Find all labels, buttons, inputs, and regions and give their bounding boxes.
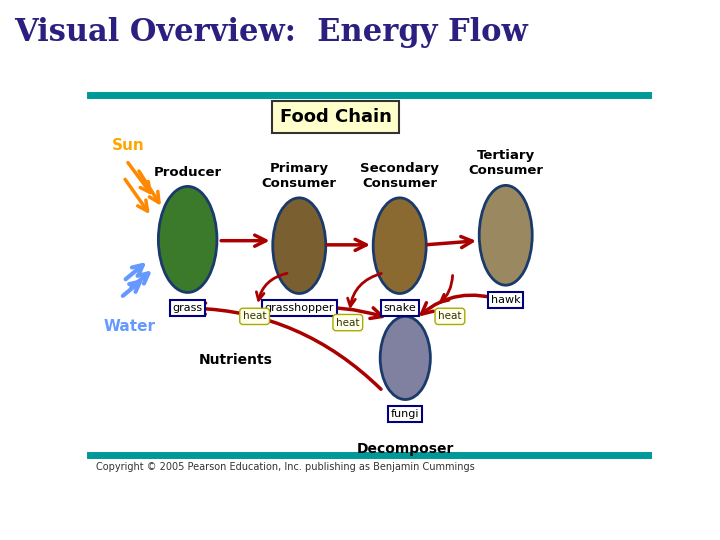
Text: grasshopper: grasshopper [264,303,334,313]
Text: heat: heat [243,312,266,321]
Ellipse shape [373,198,426,294]
Text: hawk: hawk [491,295,521,305]
Ellipse shape [158,186,217,293]
Text: Producer: Producer [153,166,222,179]
Ellipse shape [480,185,532,285]
Text: Tertiary
Consumer: Tertiary Consumer [468,149,543,177]
Text: Copyright © 2005 Pearson Education, Inc. publishing as Benjamin Cummings: Copyright © 2005 Pearson Education, Inc.… [96,462,474,472]
Text: Visual Overview:  Energy Flow: Visual Overview: Energy Flow [14,17,528,48]
Text: Primary
Consumer: Primary Consumer [262,161,337,190]
Text: Nutrients: Nutrients [199,353,273,367]
Text: fungi: fungi [391,409,420,419]
Text: Decomposer: Decomposer [356,442,454,456]
Ellipse shape [273,198,325,294]
Text: Secondary
Consumer: Secondary Consumer [360,161,439,190]
Text: heat: heat [438,312,462,321]
Text: Food Chain: Food Chain [279,108,392,126]
Text: heat: heat [336,318,359,328]
Text: grass: grass [173,303,203,313]
Ellipse shape [380,316,431,400]
Text: Water: Water [104,319,156,334]
Text: Sun: Sun [112,138,145,153]
Text: snake: snake [383,303,416,313]
